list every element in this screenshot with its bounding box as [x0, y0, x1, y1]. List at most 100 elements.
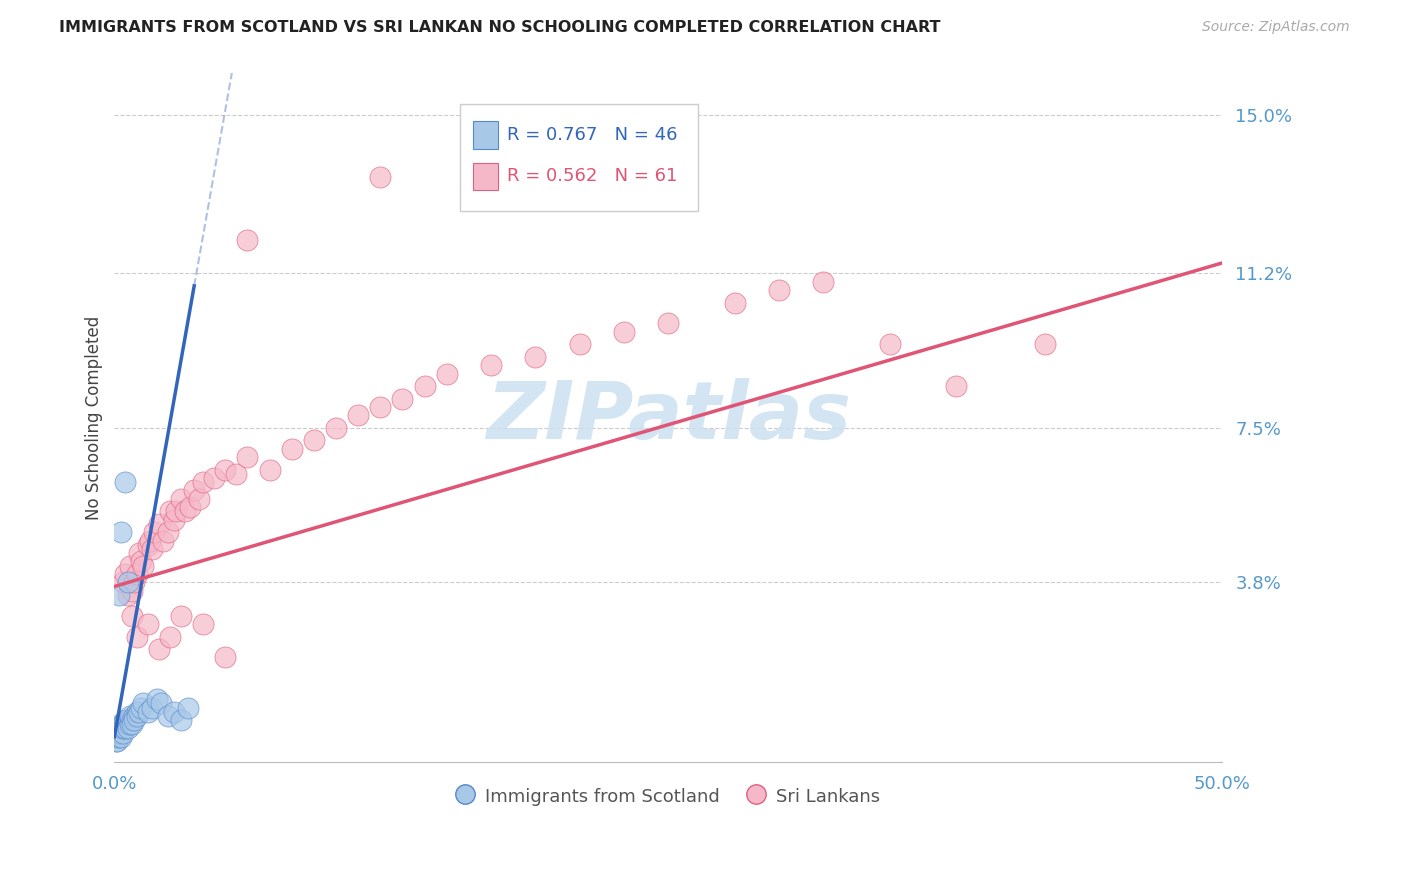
Point [524, 350, 547, 364]
Point [214, 650, 236, 665]
Y-axis label: No Schooling Completed: No Schooling Completed [86, 315, 103, 519]
Point [657, 317, 679, 331]
Point [117, 575, 139, 590]
Point [125, 705, 148, 719]
Point [436, 367, 458, 381]
Point [121, 713, 143, 727]
Point [236, 450, 259, 464]
Point [129, 700, 152, 714]
Point [112, 575, 135, 590]
Point [568, 337, 591, 351]
Point [347, 409, 370, 423]
Point [110, 525, 132, 540]
Point [163, 705, 186, 719]
Point [280, 442, 302, 456]
Point [879, 337, 901, 351]
Point [136, 705, 159, 719]
Point [145, 692, 167, 706]
Point [117, 722, 139, 736]
Point [179, 500, 201, 515]
Point [149, 696, 172, 710]
Point [121, 583, 143, 598]
Point [170, 491, 193, 506]
Point [108, 730, 131, 744]
Point [368, 400, 391, 414]
Point [236, 233, 259, 247]
Point [136, 538, 159, 552]
Point [110, 722, 132, 736]
Point [547, 191, 569, 205]
Point [118, 709, 141, 723]
Point [112, 725, 135, 739]
Point [105, 725, 128, 739]
Point [214, 462, 236, 476]
Point [163, 513, 186, 527]
Point [141, 700, 163, 714]
Point [813, 275, 835, 289]
Point [108, 588, 131, 602]
Point [114, 713, 136, 727]
Point [118, 558, 141, 573]
Point [108, 722, 131, 736]
Point [139, 533, 162, 548]
Point [174, 504, 197, 518]
Point [945, 379, 967, 393]
Point [143, 525, 166, 540]
Point [183, 483, 205, 498]
Point [156, 525, 179, 540]
Text: IMMIGRANTS FROM SCOTLAND VS SRI LANKAN NO SCHOOLING COMPLETED CORRELATION CHART: IMMIGRANTS FROM SCOTLAND VS SRI LANKAN N… [59, 20, 941, 35]
Point [117, 588, 139, 602]
Point [368, 170, 391, 185]
Point [479, 358, 502, 372]
Point [125, 630, 148, 644]
Point [114, 717, 136, 731]
Point [110, 717, 132, 731]
Point [724, 295, 747, 310]
Point [108, 725, 131, 739]
Legend: Immigrants from Scotland, Sri Lankans: Immigrants from Scotland, Sri Lankans [450, 778, 887, 814]
Point [114, 475, 136, 489]
Text: ZIPatlas: ZIPatlas [486, 378, 851, 457]
Point [613, 325, 636, 339]
Point [110, 725, 132, 739]
Point [1033, 337, 1056, 351]
Point [165, 504, 187, 518]
Point [124, 575, 146, 590]
Point [325, 421, 347, 435]
Point [202, 471, 225, 485]
Point [176, 700, 198, 714]
Point [117, 713, 139, 727]
Point [159, 504, 181, 518]
Point [124, 709, 146, 723]
Point [768, 283, 790, 297]
Point [391, 392, 413, 406]
Bar [474, 121, 498, 149]
Point [187, 491, 209, 506]
Point [136, 617, 159, 632]
Point [110, 730, 132, 744]
Point [112, 722, 135, 736]
Point [156, 709, 179, 723]
Point [129, 554, 152, 568]
Point [114, 566, 136, 581]
Point [302, 434, 325, 448]
Text: R = 0.767   N = 46: R = 0.767 N = 46 [506, 126, 678, 144]
Point [125, 566, 148, 581]
Point [148, 516, 170, 531]
FancyBboxPatch shape [460, 104, 699, 211]
Point [159, 630, 181, 644]
Point [114, 722, 136, 736]
Point [141, 541, 163, 556]
Point [413, 379, 436, 393]
Point [225, 467, 247, 481]
Point [191, 617, 214, 632]
Point [118, 717, 141, 731]
Point [105, 734, 128, 748]
Point [121, 717, 143, 731]
Point [121, 608, 143, 623]
Point [191, 475, 214, 489]
Point [132, 558, 155, 573]
Text: Source: ZipAtlas.com: Source: ZipAtlas.com [1202, 20, 1350, 34]
Point [117, 717, 139, 731]
Point [118, 713, 141, 727]
